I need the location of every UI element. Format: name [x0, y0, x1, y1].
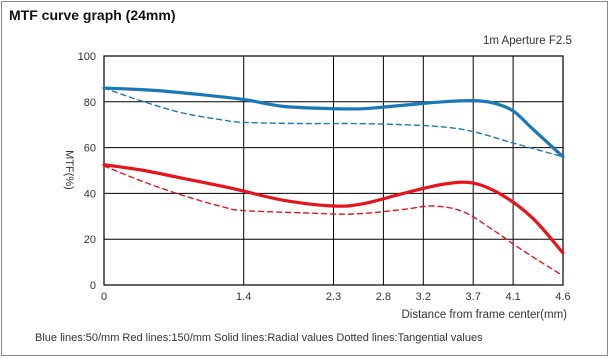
- y-tick-label: 60: [84, 143, 96, 155]
- series-line-2-dashed: [103, 87, 564, 158]
- series-line-4-dashed: [103, 165, 564, 277]
- legend-note: Blue lines:50/mm Red lines:150/mm Solid …: [35, 332, 483, 344]
- y-tick-label: 0: [90, 280, 96, 292]
- x-tick-label: 2.3: [326, 291, 341, 303]
- x-tick-label: 4.1: [505, 291, 520, 303]
- y-tick-label: 80: [84, 97, 96, 109]
- y-axis-label: MTF(%): [63, 150, 75, 190]
- axes: 0 20 40 60 80 100 0 1.4 2.3 2.8 3.2 3.7 4.1 4.6: [78, 51, 571, 303]
- series-line-1-solid: [102, 86, 565, 159]
- x-axis-label: Distance from frame center(mm): [401, 309, 567, 321]
- y-tick-label: 100: [78, 51, 96, 63]
- chart-title: MTF curve graph (24mm): [9, 7, 176, 23]
- y-tick-label: 20: [84, 234, 96, 246]
- x-tick-label: 4.6: [555, 291, 570, 303]
- x-tick-label: 2.8: [376, 291, 391, 303]
- x-tick-label: 3.2: [416, 291, 431, 303]
- chart-subtitle: 1m Aperture F2.5: [483, 35, 572, 47]
- y-tick-label: 40: [84, 188, 96, 200]
- x-tick-label: 0: [101, 291, 107, 303]
- series-lines: [102, 86, 565, 277]
- x-tick-label: 3.7: [466, 291, 481, 303]
- x-tick-label: 1.4: [236, 291, 251, 303]
- series-line-3-solid: [102, 163, 565, 255]
